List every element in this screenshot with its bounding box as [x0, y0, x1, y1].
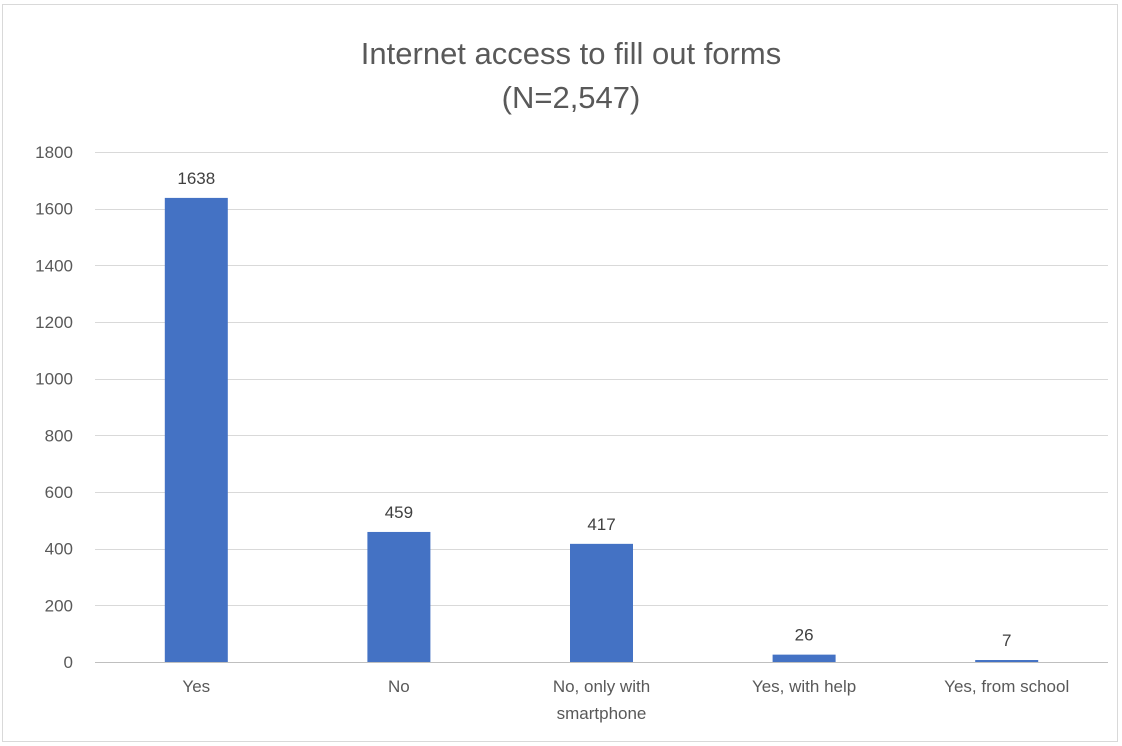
bars	[164, 197, 1039, 662]
data-label: 459	[385, 503, 413, 522]
x-tick-label: No	[388, 677, 410, 696]
bar	[367, 531, 431, 662]
y-tick-label: 0	[64, 653, 73, 672]
y-tick-label: 400	[45, 540, 73, 559]
y-tick-label: 600	[45, 483, 73, 502]
data-label: 417	[587, 515, 615, 534]
bar	[975, 660, 1039, 662]
data-labels: 1638 459 417 26 7	[177, 169, 1011, 650]
y-tick-label: 1600	[35, 200, 73, 219]
x-tick-label: Yes, from school	[944, 677, 1069, 696]
data-label: 1638	[177, 169, 215, 188]
gridlines	[95, 152, 1108, 663]
x-tick-label: Yes, with help	[752, 677, 856, 696]
y-tick-label: 1800	[35, 143, 73, 162]
x-tick-label: No, only with smartphone	[553, 677, 650, 723]
y-tick-label: 200	[45, 596, 73, 615]
chart-subtitle: (N=2,547)	[502, 80, 641, 115]
data-label: 7	[1002, 631, 1011, 650]
data-label: 26	[795, 626, 814, 645]
x-tick-label: Yes	[182, 677, 210, 696]
bar	[772, 654, 836, 662]
chart-title: Internet access to fill out forms	[361, 36, 781, 71]
y-tick-label: 1400	[35, 256, 73, 275]
y-tick-label: 800	[45, 426, 73, 445]
x-axis-ticks: Yes No No, only with smartphone Yes, with he…	[182, 677, 1069, 723]
y-tick-label: 1200	[35, 313, 73, 332]
bar	[570, 543, 633, 662]
y-axis-ticks: 0 200 400 600 800 1000 1200 1400 1600 1800	[35, 143, 73, 672]
bar	[164, 197, 228, 662]
y-tick-label: 1000	[35, 370, 73, 389]
